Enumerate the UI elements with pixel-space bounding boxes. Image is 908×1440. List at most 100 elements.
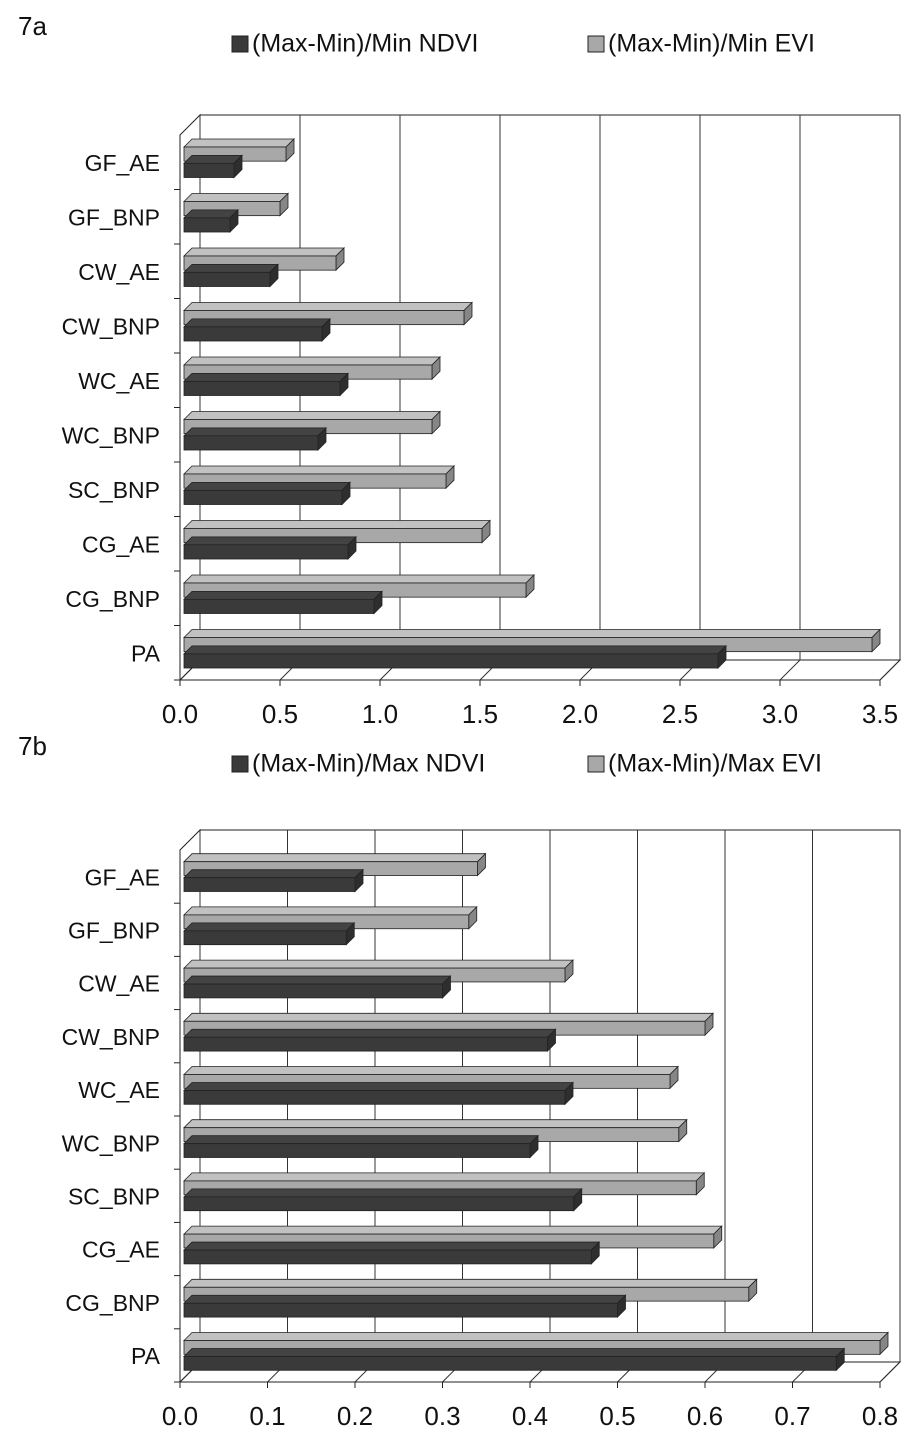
bar-top: [183, 356, 441, 366]
legend-label: (Max-Min)/Min NDVI: [252, 30, 478, 58]
y-tick-label: WC_AE: [78, 1077, 160, 1103]
bar-top: [183, 1066, 679, 1075]
x-tick-label: 0.6: [687, 1401, 723, 1431]
x-tick-label: 0.2: [337, 1401, 373, 1431]
y-tick-label: WC_AE: [78, 368, 160, 394]
bar-top: [183, 1135, 539, 1145]
legend-swatch: [587, 755, 605, 773]
legend-label: (Max-Min)/Min EVI: [608, 30, 815, 58]
bar-top: [183, 302, 473, 311]
bar-top: [183, 247, 345, 257]
bar-top: [183, 1225, 723, 1235]
x-tick-label: 2.0: [562, 699, 598, 729]
floor-line: [879, 1361, 901, 1383]
y-tick-label: CW_BNP: [62, 1024, 160, 1050]
chart-title: 7a: [18, 11, 47, 41]
legend-swatch: [587, 35, 605, 53]
bar: [183, 983, 443, 999]
x-tick-label: 0.5: [599, 1401, 635, 1431]
bar-top: [183, 1028, 557, 1038]
bar: [183, 653, 719, 669]
bar: [183, 162, 235, 178]
x-tick-label: 0.4: [512, 1401, 548, 1431]
y-tick-label: GF_BNP: [68, 205, 160, 231]
legend-swatch: [231, 35, 249, 53]
bar-top: [183, 209, 239, 219]
y-tick-label: GF_AE: [85, 864, 160, 890]
x-tick-label: 0.5: [262, 699, 298, 729]
bar-top: [183, 372, 349, 382]
y-tick-label: GF_BNP: [68, 918, 160, 944]
y-tick-label: PA: [131, 1343, 161, 1369]
x-tick-label: 1.0: [362, 699, 398, 729]
bar-top: [183, 853, 487, 863]
bar: [183, 271, 271, 287]
x-tick-label: 0.8: [862, 1401, 898, 1431]
x-tick-label: 3.0: [762, 699, 798, 729]
bar-top: [183, 1348, 846, 1357]
y-tick-label: CG_BNP: [65, 1290, 160, 1316]
x-tick-label: 3.5: [862, 699, 898, 729]
y-tick-label: CW_AE: [78, 971, 160, 997]
bar-top: [183, 263, 279, 273]
bar-top: [183, 411, 441, 420]
bar: [183, 544, 349, 560]
bar-top: [183, 138, 295, 148]
bar-top: [183, 1241, 601, 1251]
bar-top: [183, 922, 356, 932]
bar: [183, 1249, 592, 1265]
legend-label: (Max-Min)/Max EVI: [608, 750, 822, 778]
y-tick-label: PA: [131, 641, 161, 667]
y-tick-label: CW_AE: [78, 259, 160, 285]
y-tick-label: GF_AE: [85, 150, 160, 176]
legend-swatch: [231, 755, 249, 773]
bar: [183, 1090, 566, 1105]
bar-top: [183, 574, 535, 584]
bar-top: [183, 481, 351, 491]
x-tick-label: 1.5: [462, 699, 498, 729]
bar: [183, 217, 231, 233]
bar: [183, 1143, 531, 1158]
chart-title: 7b: [18, 731, 47, 761]
y-tick-label: SC_BNP: [68, 477, 160, 503]
bar: [183, 1036, 548, 1052]
bar-top: [183, 1012, 714, 1022]
bar-top: [183, 154, 243, 164]
y-tick-label: CW_BNP: [62, 314, 160, 340]
bar: [183, 877, 356, 892]
x-tick-label: 2.5: [662, 699, 698, 729]
bar-top: [183, 520, 491, 529]
bar: [183, 1356, 837, 1371]
bar: [183, 1196, 575, 1212]
bar-top: [183, 629, 881, 638]
bar-top: [183, 959, 574, 969]
bar-top: [183, 1172, 706, 1182]
bar-top: [183, 318, 331, 328]
bar-top: [183, 193, 289, 202]
y-tick-label: CG_BNP: [65, 586, 160, 612]
floor-line: [879, 659, 901, 681]
legend-label: (Max-Min)/Max NDVI: [252, 750, 485, 778]
y-tick-label: WC_BNP: [62, 1130, 160, 1156]
bar-top: [183, 536, 357, 546]
bar-top: [183, 906, 478, 916]
bar: [183, 1302, 618, 1318]
bar-top: [183, 1332, 889, 1341]
bar-top: [183, 1278, 758, 1288]
y-tick-label: SC_BNP: [68, 1184, 160, 1210]
bar-top: [183, 1119, 688, 1129]
x-tick-label: 0.3: [424, 1401, 460, 1431]
x-tick-label: 0.0: [162, 699, 198, 729]
x-tick-label: 0.7: [774, 1401, 810, 1431]
bar-top: [183, 590, 383, 600]
y-tick-label: CG_AE: [82, 1237, 160, 1263]
bar-top: [183, 975, 452, 985]
bar: [183, 489, 343, 505]
bar-top: [183, 465, 455, 475]
bar-top: [183, 1294, 627, 1304]
floor-line: [779, 659, 801, 681]
bar: [183, 930, 347, 946]
y-tick-label: WC_BNP: [62, 423, 160, 449]
x-tick-label: 0.0: [162, 1401, 198, 1431]
